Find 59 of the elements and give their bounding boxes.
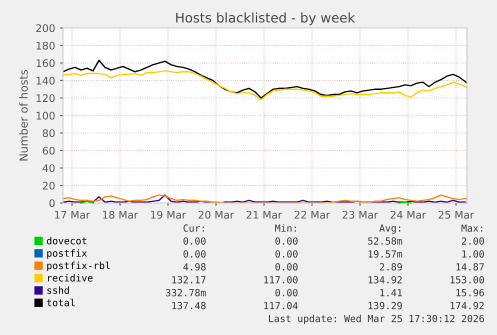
text: 2.00: [462, 237, 484, 245]
text: 52.58m: [368, 237, 402, 245]
text: 139.29: [368, 302, 402, 310]
y-tick-label: 0: [49, 199, 55, 208]
text: 4.98: [183, 263, 206, 271]
text: 15.96: [456, 289, 484, 296]
x-tick-label: 17 Mar: [55, 210, 90, 219]
x-tick-label: 24 Mar: [390, 210, 426, 219]
y-tick-label: 120: [36, 94, 55, 102]
text: 0.00: [275, 289, 298, 296]
text: 132.17: [172, 276, 206, 284]
text: 153.00: [450, 276, 484, 284]
y-axis-title: Number of hosts: [19, 70, 28, 160]
text: 332.78m: [166, 289, 206, 296]
y-tick-label: 60: [42, 146, 55, 155]
text: 1.00: [462, 250, 484, 258]
legend-label: recidive: [48, 274, 93, 282]
text: 1.41: [380, 289, 402, 296]
x-tick-label: 21 Mar: [246, 210, 282, 219]
text: 19.57m: [368, 250, 402, 258]
line-series: [63, 70, 467, 100]
legend-label: postfix: [47, 249, 87, 259]
legend-label: total: [46, 298, 75, 306]
y-tick-label: 140: [36, 76, 55, 85]
x-tick-label: 19 Mar: [151, 210, 186, 219]
y-tick-label: 200: [36, 24, 55, 32]
text: 2.89: [380, 263, 402, 271]
text: 0.00: [275, 250, 298, 258]
text: 0.00: [183, 237, 206, 245]
text: 117.00: [264, 276, 298, 284]
legend-label: postfix-rbl: [47, 262, 110, 272]
x-tick-label: 22 Mar: [294, 210, 330, 219]
y-tick-label: 80: [42, 129, 55, 138]
y-tick-label: 180: [36, 42, 55, 50]
line-series: [63, 60, 467, 99]
text: 117.04: [264, 302, 298, 310]
x-tick-label: 23 Mar: [342, 210, 378, 219]
text: 0.00: [275, 237, 298, 245]
legend-label: sshd: [47, 286, 69, 294]
text: Max:: [462, 224, 482, 232]
text: Min:: [275, 224, 296, 232]
x-tick-label: 20 Mar: [198, 210, 234, 219]
y-tick-label: 20: [42, 182, 55, 190]
text: 14.87: [456, 263, 484, 271]
y-tick-label: 40: [42, 164, 55, 172]
text: 0.00: [275, 263, 298, 271]
x-tick-label: 18 Mar: [103, 210, 138, 219]
text: Last update: Wed Mar 25 17:30:12 2026: [269, 314, 484, 324]
chart-title: Hosts blacklisted - by week: [176, 12, 356, 26]
x-tick-label: 25 Mar: [438, 210, 474, 219]
text: Avg:: [379, 224, 400, 234]
text: Cur:: [184, 224, 204, 232]
text: 0.00: [183, 250, 206, 258]
text: 174.92: [450, 302, 484, 310]
legend-label: dovecot: [46, 236, 86, 244]
text: 137.48: [172, 302, 206, 310]
y-tick-label: 100: [36, 112, 55, 120]
y-tick-label: 160: [36, 59, 55, 68]
text: 134.92: [368, 276, 402, 284]
